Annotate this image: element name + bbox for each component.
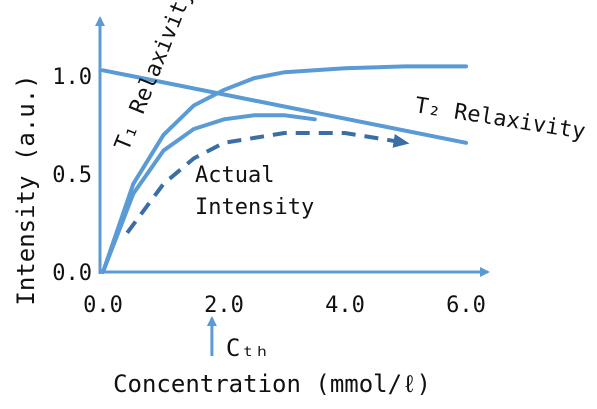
x-tick-label: 0.0 [83, 293, 123, 318]
y-tick-label: 1.0 [52, 65, 92, 90]
annotation: Cₜₕ [226, 334, 269, 362]
x-tick-label: 2.0 [204, 293, 244, 318]
series-label: Actual Intensity [195, 163, 315, 220]
series-line [125, 131, 410, 234]
y-axis-label: Intensity (a.u.) [12, 74, 40, 305]
y-tick-label: 0.5 [52, 163, 92, 188]
x-tick-label: 4.0 [325, 293, 365, 318]
x-tick-label: 6.0 [446, 293, 486, 318]
y-tick-label: 0.0 [52, 261, 92, 286]
series-label: T₁ Relaxivity [110, 0, 198, 154]
series-line [101, 113, 317, 274]
series-line [101, 68, 468, 145]
x-axis-label: Concentration (mmol/ℓ) [113, 370, 431, 398]
series-line [101, 64, 468, 274]
